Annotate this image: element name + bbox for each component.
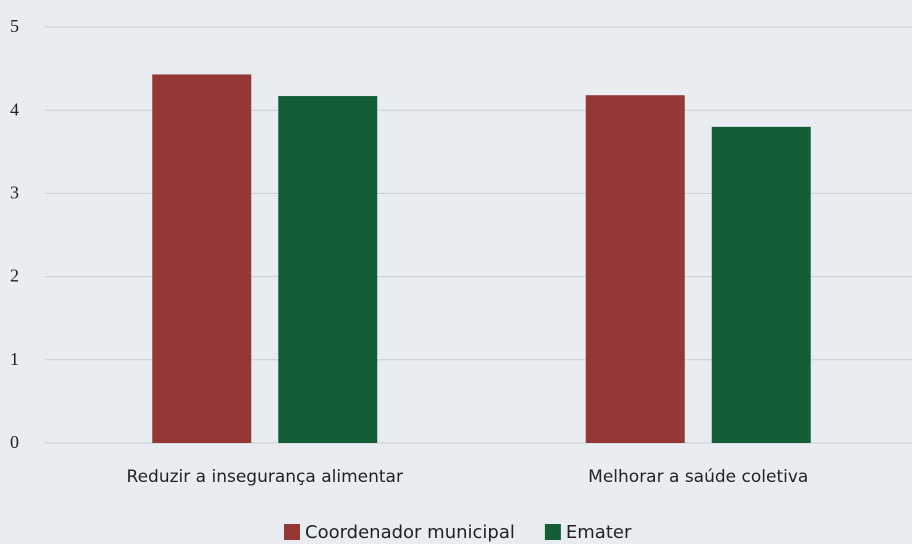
x-tick-label: Melhorar a saúde coletiva <box>588 467 808 487</box>
y-tick-label: 0 <box>10 432 19 452</box>
bar <box>152 74 252 443</box>
legend-label: Coordenador municipal <box>305 522 515 543</box>
x-tick-label: Reduzir a insegurança alimentar <box>127 467 403 487</box>
bar <box>711 126 811 443</box>
legend-label: Emater <box>566 522 632 543</box>
legend-swatch <box>544 524 561 540</box>
bar <box>585 95 685 443</box>
y-tick-label: 1 <box>10 349 19 369</box>
y-tick-label: 3 <box>10 183 19 203</box>
y-tick-label: 4 <box>10 99 19 119</box>
y-tick-label: 2 <box>10 266 19 286</box>
legend-swatch <box>284 524 300 540</box>
y-tick-label: 5 <box>10 16 19 36</box>
bar <box>278 96 378 443</box>
